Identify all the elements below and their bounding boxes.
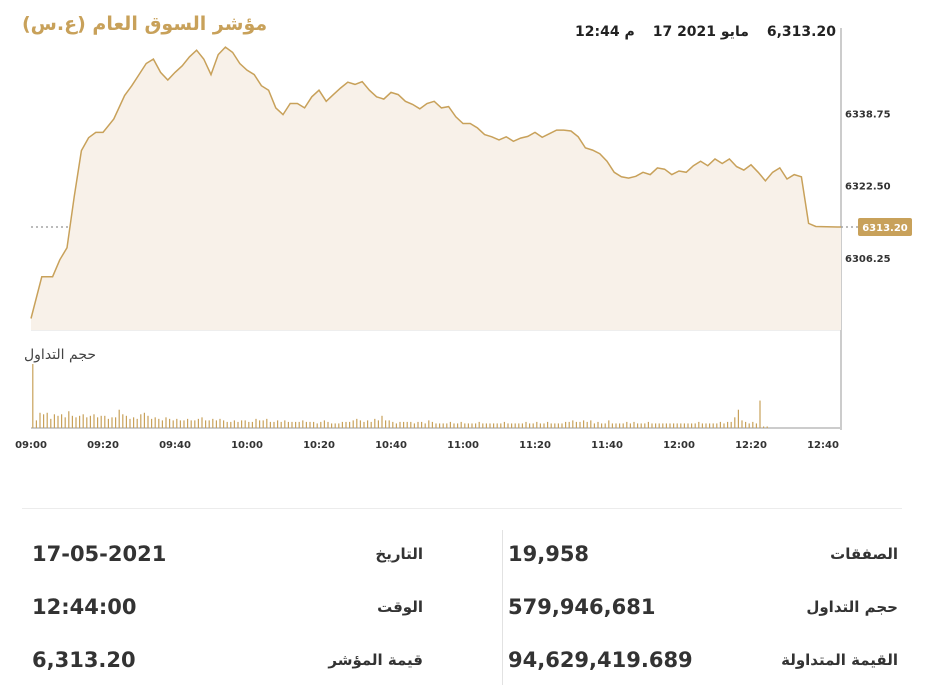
y-tick-label: 6338.75 xyxy=(845,109,891,120)
turnover-label: القيمة المتداولة xyxy=(781,651,898,669)
header-value: 6,313.20 xyxy=(766,24,836,40)
y-tick-label: 6306.25 xyxy=(845,254,891,265)
index-value: 6,313.20 xyxy=(32,648,136,672)
volume-bars xyxy=(32,364,768,428)
current-value-label: 6313.20 xyxy=(862,223,908,234)
x-tick-label: 12:20 xyxy=(735,440,767,451)
price-area-fill xyxy=(31,47,841,330)
x-tick-label: 10:20 xyxy=(303,440,335,451)
x-tick-label: 11:00 xyxy=(447,440,479,451)
volume-value: 579,946,681 xyxy=(508,595,656,619)
stats-divider-horizontal xyxy=(22,508,902,509)
x-tick-label: 12:40 xyxy=(807,440,839,451)
y-tick-label: 6322.50 xyxy=(845,182,891,193)
x-tick-label: 09:20 xyxy=(87,440,119,451)
x-tick-label: 09:40 xyxy=(159,440,191,451)
volume-title: حجم التداول xyxy=(24,347,97,363)
header-time: 12:44 م xyxy=(575,24,635,40)
x-tick-label: 09:00 xyxy=(15,440,47,451)
x-tick-label: 11:40 xyxy=(591,440,623,451)
current-value-marker xyxy=(858,217,912,236)
date-label: التاريخ xyxy=(375,545,423,563)
index-chart: 6338.75 6322.50 6306.25 6313.20 09:00 09:20 09… xyxy=(15,28,912,451)
volume-stat-label: حجم التداول xyxy=(806,598,898,616)
date-value: 17-05-2021 xyxy=(32,542,167,566)
header-date: 17 مايو 2021 xyxy=(652,24,749,40)
deals-value: 19,958 xyxy=(508,542,590,566)
time-label: الوقت xyxy=(377,598,423,616)
time-value: 12:44:00 xyxy=(32,595,137,619)
x-tick-label: 12:00 xyxy=(663,440,695,451)
stats-divider-vertical xyxy=(502,530,503,685)
turnover-value: 94,629,419.689 xyxy=(508,648,693,672)
chart-labels: 6338.75 6322.50 6306.25 6313.20 09:00 09:20 09… xyxy=(15,109,912,451)
index-label: قيمة المؤشر xyxy=(328,651,423,669)
price-line xyxy=(30,46,841,319)
chart-header-info: 12:44 م 17 مايو 2021 6,313.20 xyxy=(575,24,836,40)
deals-label: الصفقات xyxy=(830,545,898,563)
x-tick-label: 10:40 xyxy=(375,440,407,451)
price-area xyxy=(30,46,841,330)
x-tick-label: 11:20 xyxy=(519,440,551,451)
chart-title: مؤشر السوق العام (ع.س) xyxy=(22,13,268,35)
x-tick-label: 10:00 xyxy=(231,440,263,451)
